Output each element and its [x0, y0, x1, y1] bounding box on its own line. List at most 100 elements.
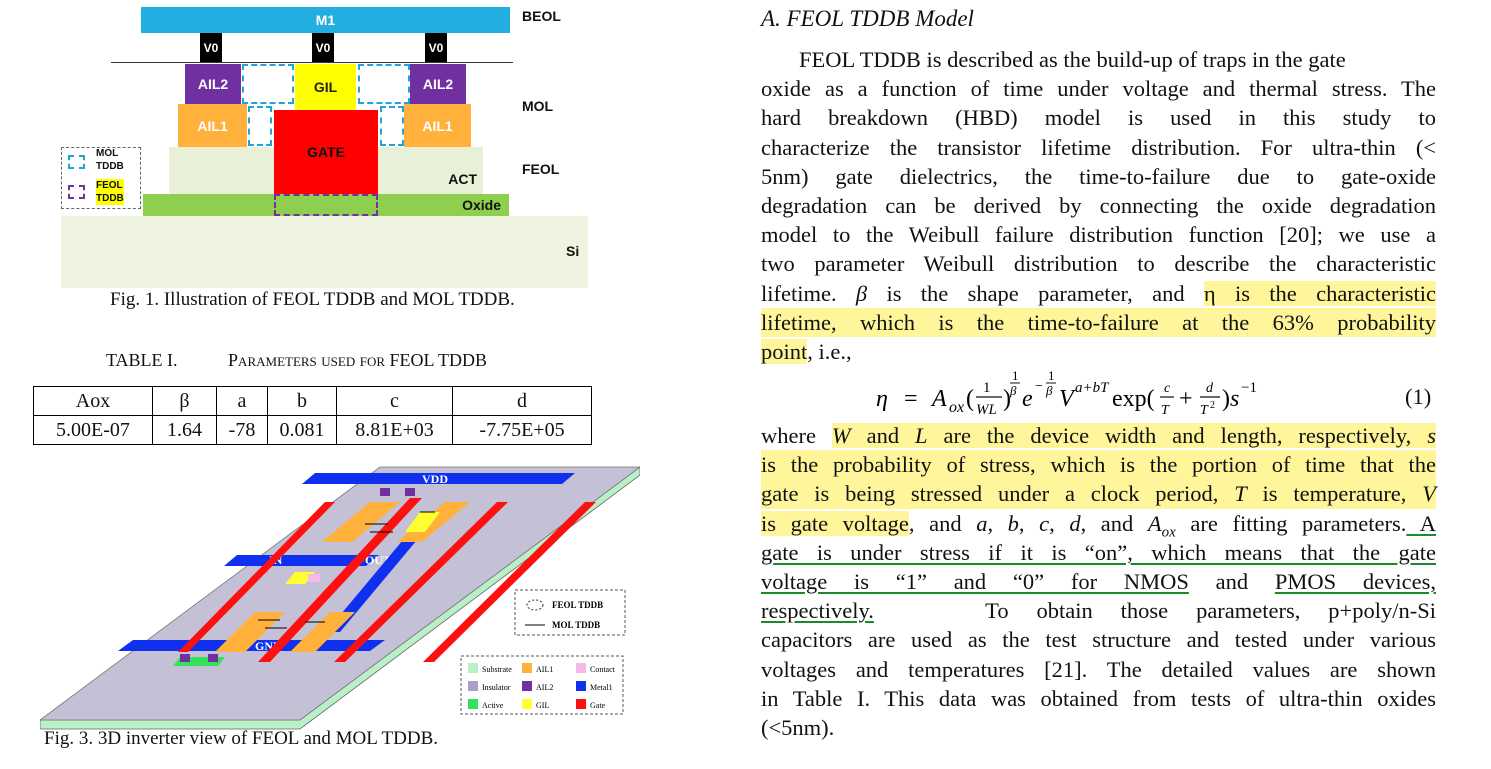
table-caption: Parameters used for FEOL TDDB	[228, 350, 488, 370]
equation-number: (1)	[1405, 384, 1432, 409]
svg-text:−: −	[1035, 379, 1043, 394]
ail2-left-label: AIL2	[197, 76, 229, 92]
gil-label: GIL	[313, 79, 338, 95]
svg-text:η: η	[876, 386, 888, 412]
table-header-cell: b	[267, 386, 337, 416]
table-title: TABLE I. Parameters used for FEOL TDDB	[106, 350, 487, 371]
beol-boundary-line	[111, 62, 513, 63]
svg-text:A: A	[930, 386, 947, 412]
layer-legend-swatch	[522, 681, 532, 691]
vdd-label: VDD	[422, 472, 448, 486]
highlight: η is the characteristic	[1203, 280, 1437, 306]
svg-text:+: +	[1179, 386, 1193, 412]
act-label: ACT	[448, 170, 477, 187]
svg-text:(: (	[966, 386, 974, 412]
ail1-left: AIL1	[178, 104, 247, 147]
svg-text:): )	[1222, 386, 1230, 412]
table-header-cell: c	[336, 386, 453, 416]
layer-legend-swatch	[468, 681, 478, 691]
fig1-caption: Fig. 1. Illustration of FEOL TDDB and MO…	[110, 289, 515, 310]
parameters-table: Aox β a b c d 5.00E-07 1.64 -78 0.081 8.…	[33, 386, 592, 445]
feol-label: FEOL	[522, 161, 560, 177]
text-line: gate is being stressed under a clock per…	[761, 479, 1436, 509]
svg-text:β: β	[1009, 383, 1017, 398]
equation-1: η = A ox ( 1 WL ) 1 β e − 1 β V a+bT exp…	[876, 368, 1257, 418]
feol-tddb-legend-icon	[526, 599, 544, 611]
metal-line	[326, 522, 432, 632]
layer-legend-swatch	[522, 699, 532, 709]
text-line: 5nm) gate dielectrics, the time-to-failu…	[761, 163, 1436, 189]
layer-legend-label: Insulator	[482, 683, 511, 692]
contact	[405, 488, 415, 496]
table-cell: -78	[216, 415, 268, 445]
v0-via: V0	[312, 33, 334, 62]
layer-legend-label: Substrate	[482, 665, 512, 674]
feol-tddb-region	[274, 194, 378, 216]
gate-rail	[258, 498, 422, 662]
underline: A	[1406, 510, 1436, 536]
table-header-cell: Aox	[33, 386, 153, 416]
table-number: TABLE I.	[106, 350, 178, 370]
fig3-caption: Fig. 3. 3D inverter view of FEOL and MOL…	[44, 728, 439, 749]
layer-legend-label: Active	[482, 701, 504, 710]
table-header-row: Aox β a b c d	[33, 386, 592, 416]
svg-text:V: V	[1059, 386, 1076, 412]
underline: PMOS devices,	[1274, 568, 1436, 594]
oxide-layer: Oxide	[143, 194, 509, 216]
text-line: in Table I. This data was obtained from …	[761, 685, 1436, 711]
v0-label: V0	[315, 40, 331, 55]
layer-legend-swatch	[522, 663, 532, 673]
active-region	[215, 612, 285, 652]
legend-feol-label: FEOL TDDB	[552, 600, 603, 610]
svg-text:c: c	[1164, 381, 1171, 396]
body-paragraph-2: where W and L are the device width and l…	[761, 421, 1436, 742]
layer-legend-label: AIL1	[536, 665, 553, 674]
svg-text:1: 1	[983, 380, 991, 396]
text-line: (<5nm).	[761, 714, 835, 740]
text-line: is gate voltage, and a, b, c, d, and Aox…	[761, 510, 1436, 541]
highlight: point	[761, 338, 808, 364]
svg-text:−1: −1	[1241, 380, 1257, 396]
ail1-left-label: AIL1	[197, 117, 228, 134]
layer-legend-label: Metal1	[590, 683, 613, 692]
underline: voltage is “1” and “0” for NMOS	[761, 568, 1189, 594]
v0-via: V0	[425, 33, 447, 62]
svg-text:d: d	[1206, 381, 1214, 396]
text-line: voltages and temperatures [21]. The deta…	[761, 656, 1436, 682]
v0-label: V0	[428, 40, 444, 55]
fig1-legend: MOL TDDB FEOL TDDB	[61, 147, 141, 209]
gate-rail	[423, 502, 596, 662]
fig3-legend-box	[514, 589, 626, 636]
svg-text:ox: ox	[949, 399, 964, 416]
highlight: W and L are the device width and length,…	[831, 423, 1436, 448]
body-paragraph-1: FEOL TDDB is described as the build-up o…	[761, 45, 1437, 366]
table-cell: 1.64	[152, 415, 217, 445]
oxide-label: Oxide	[462, 197, 501, 213]
si-label: Si	[566, 243, 580, 259]
svg-text:=: =	[904, 386, 918, 412]
layer-legend-swatch	[576, 681, 586, 691]
mol-tddb-region	[380, 106, 404, 146]
svg-text:e: e	[1022, 386, 1033, 412]
layer-legend-label: AIL2	[536, 683, 553, 692]
layer-legend-swatch	[468, 699, 478, 709]
text-line: hard breakdown (HBD) model is used in th…	[761, 105, 1436, 131]
table-cell: 0.081	[267, 415, 337, 445]
feol-legend-label: FEOL TDDB	[96, 179, 124, 205]
layer-legend-label: Gate	[590, 701, 606, 710]
ail1-right: AIL1	[404, 104, 471, 147]
text-line: where W and L are the device width and l…	[761, 423, 1436, 448]
svg-text:s: s	[1230, 386, 1239, 412]
text-line: lifetime. β is the shape parameter, and …	[761, 280, 1437, 306]
text-line: lifetime, which is the time-to-failure a…	[761, 307, 1436, 337]
feol-tddb-legend-swatch	[68, 185, 85, 199]
svg-text:2: 2	[1210, 400, 1215, 411]
in-rail	[224, 555, 379, 566]
contact	[208, 654, 218, 662]
active-region	[405, 512, 440, 532]
text-line: voltage is “1” and “0” for NMOS and PMOS…	[761, 568, 1436, 594]
gate-block: GATE	[274, 110, 378, 194]
v0-via: V0	[200, 33, 222, 62]
mol-label: MOL	[522, 98, 554, 114]
mol-tddb-region	[242, 64, 294, 104]
